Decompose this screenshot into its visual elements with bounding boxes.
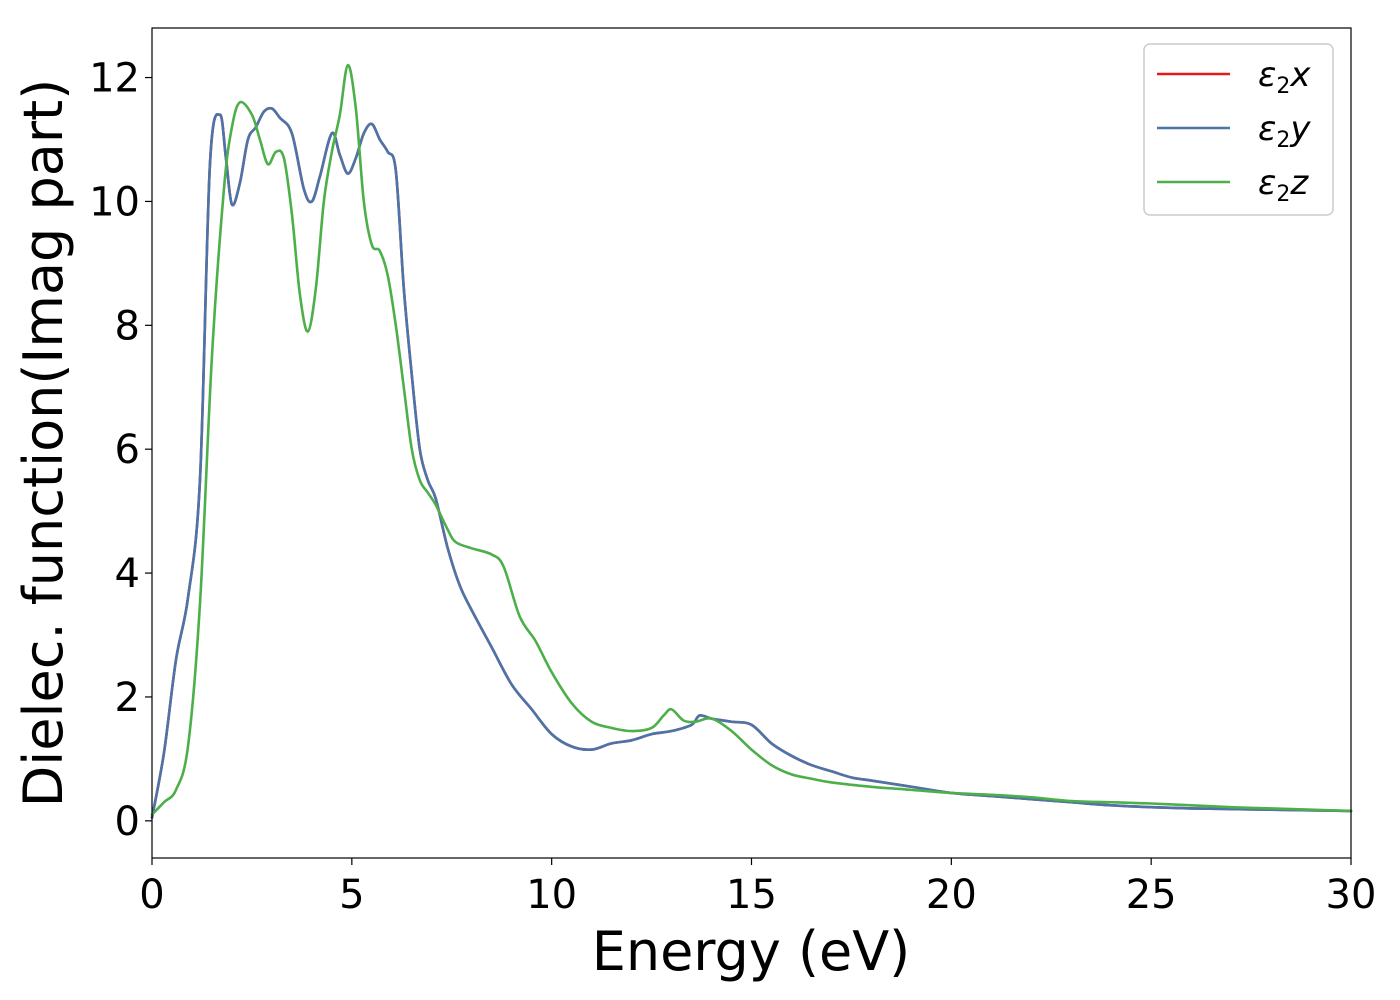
y-tick-label: 6: [115, 427, 140, 473]
x-tick-label: 20: [926, 872, 977, 918]
x-axis-title: Energy (eV): [592, 920, 911, 983]
legend-label-e2y: ε2y: [1258, 109, 1311, 153]
y-tick-label: 12: [89, 56, 140, 102]
x-tick-label: 15: [726, 872, 777, 918]
legend: ε2x ε2y ε2z: [1143, 43, 1334, 216]
series-line-e2y: [150, 106, 1353, 820]
y-axis-ticks: 0 2 4 6 8 10 12: [89, 56, 152, 845]
series-layer: [150, 63, 1353, 820]
y-tick-label: 0: [115, 799, 140, 845]
y-tick-label: 2: [115, 675, 140, 721]
x-tick-label: 0: [139, 872, 164, 918]
y-tick-label: 10: [89, 179, 140, 225]
x-axis-ticks: 0 5 10 15 20 25 30: [139, 858, 1376, 918]
y-tick-label: 8: [115, 303, 140, 349]
series-line-e2z: [150, 63, 1353, 816]
y-tick-label: 4: [115, 551, 140, 597]
x-tick-label: 30: [1326, 872, 1377, 918]
y-axis-title: Dielec. function(Imag part): [12, 79, 75, 808]
x-tick-label: 25: [1126, 872, 1177, 918]
legend-label-e2x: ε2x: [1258, 55, 1311, 99]
x-tick-label: 5: [339, 872, 364, 918]
legend-frame: [1143, 43, 1334, 216]
x-tick-label: 10: [526, 872, 577, 918]
legend-label-e2z: ε2z: [1258, 163, 1309, 207]
